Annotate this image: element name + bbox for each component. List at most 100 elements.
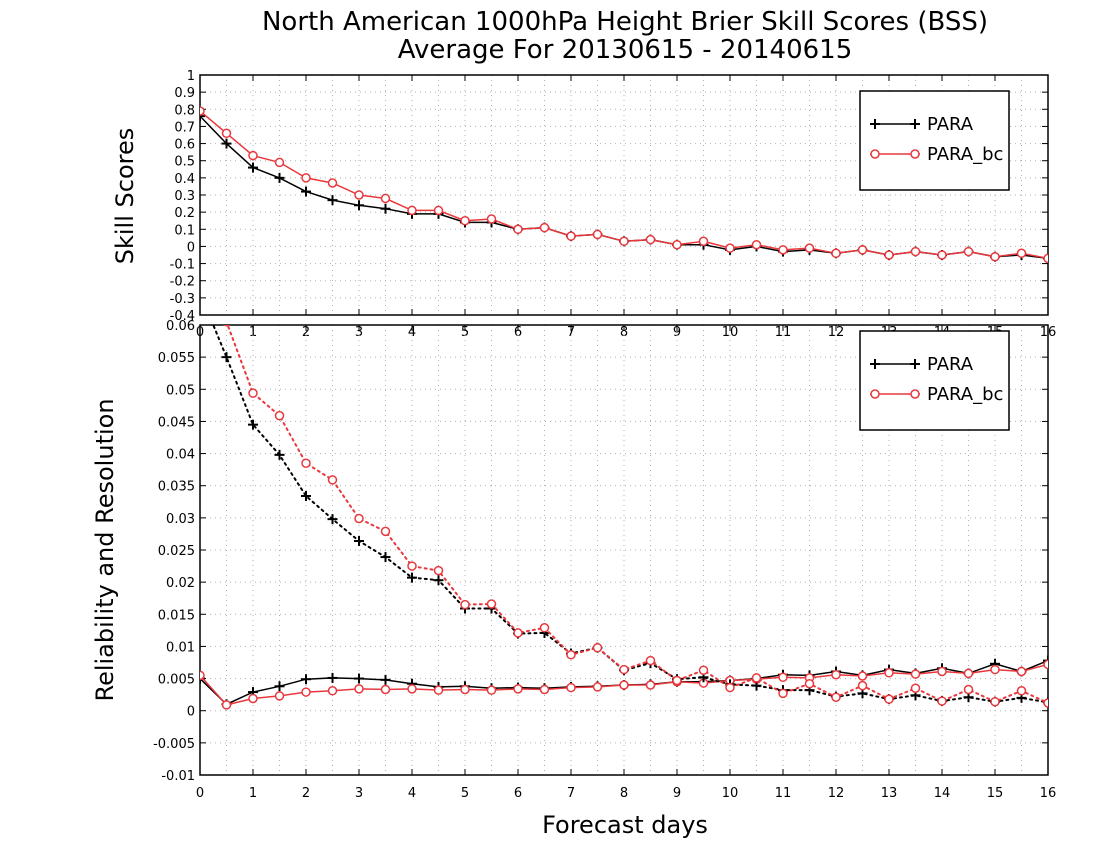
skill-ytick-label: 0 [187, 240, 195, 255]
skill-para-point [221, 138, 232, 149]
legend-marker-para-bc [910, 389, 920, 399]
skill-xtick-label: 6 [514, 325, 522, 340]
relres-ytick-label: 0.01 [166, 640, 195, 655]
skill-score-panel: -0.4 -0.3 -0.2 -0.1 0 0.1 0.2 0.3 0.4 0.5 0.6 0.7 0.… [170, 69, 1057, 340]
relres-legend-box [859, 330, 1010, 431]
skill-para-bc-point [1016, 248, 1027, 259]
legend-label-para: PARA [927, 354, 974, 375]
skill-para-bc-point [910, 246, 921, 257]
skill-para-bc-point [884, 250, 894, 260]
skill-para-bc-point [274, 157, 285, 168]
relres-para-reliability-line [212, 325, 1048, 704]
relres-para-bc-resolution-point [354, 684, 364, 694]
skill-ytick-label: 0.3 [174, 189, 195, 204]
skill-para-bc-point [248, 150, 258, 161]
skill-para-point [248, 162, 258, 173]
relres-para-bc-reliability-point [407, 561, 417, 571]
chart-title-line2: Average For 20130615 - 20140615 [398, 35, 853, 65]
relres-para-resolution-point [1043, 655, 1048, 666]
skill-xtick-label: 4 [408, 325, 416, 340]
legend-entry-para-bc: PARA_bc [870, 144, 1003, 165]
relres-para-bc-reliability-point [884, 694, 894, 704]
skill-xtick-label: 3 [355, 325, 363, 340]
relres-para-bc-reliability-point [778, 688, 788, 699]
skill-ytick-label: 0.2 [174, 206, 195, 221]
skill-para-point [274, 172, 285, 183]
relres-para-bc-reliability-point [460, 599, 470, 610]
relres-para-reliability-point [380, 552, 391, 563]
relres-para-bc-reliability-point [698, 665, 709, 675]
skill-para-bc-point [380, 193, 391, 204]
relres-para-bc-reliability-point [937, 696, 947, 706]
relres-ytick-label: 0.005 [158, 673, 195, 688]
relres-para-bc-reliability-point [566, 650, 576, 660]
relres-para-bc-reliability-point [486, 599, 497, 609]
relres-para-bc-resolution-point [433, 685, 444, 695]
relres-para-bc-reliability-point [327, 475, 338, 485]
skill-para-bc-point [963, 246, 974, 257]
relres-xtick-label: 14 [934, 786, 951, 801]
skill-para-bc-point [592, 229, 603, 240]
relres-xtick-label: 2 [302, 786, 310, 801]
relres-ytick-label: 0.02 [166, 576, 195, 591]
relres-xtick-label: 15 [987, 786, 1004, 801]
relres-para-bc-reliability-point [248, 388, 258, 398]
skill-para-bc-point [1043, 253, 1048, 264]
relres-para-reliability-point [274, 449, 285, 460]
reliability-resolution-axis-label: Reliability and Resolution [91, 398, 119, 701]
relres-ytick-label: -0.01 [161, 769, 195, 784]
relres-para-bc-resolution-point [513, 684, 523, 694]
legend-marker-para-bc [910, 149, 920, 159]
relres-para-bc-resolution-point [539, 684, 550, 695]
skill-ytick-label: -0.4 [170, 309, 195, 324]
relres-para-bc-resolution-point [460, 684, 470, 695]
relres-para-reliability-point [433, 575, 444, 586]
skill-para-point [354, 200, 364, 211]
relres-para-bc-resolution-point [221, 700, 232, 710]
relres-para-bc-resolution-point [380, 684, 391, 695]
relres-para-bc-reliability-point [804, 678, 815, 689]
skill-para-bc-point [645, 234, 656, 245]
relres-series-group [200, 325, 1048, 710]
relres-xtick-label: 0 [196, 786, 204, 801]
skill-ytick-label: 0.1 [174, 223, 195, 238]
relres-para-bc-resolution-point [910, 669, 921, 679]
skill-para-bc-point [221, 128, 232, 139]
relres-xtick-label: 7 [567, 786, 575, 801]
relres-ytick-label: 0 [187, 705, 195, 720]
relres-ytick-label: 0.04 [166, 448, 195, 463]
skill-para-point [200, 111, 205, 122]
relres-para-reliability-point [354, 536, 364, 546]
skill-para-bc-point [354, 190, 364, 200]
skill-para-bc-point [725, 243, 735, 253]
skill-para-bc-point [407, 205, 417, 216]
skill-para-bc-point [857, 245, 868, 255]
relres-para-resolution-point [354, 673, 364, 684]
relres-xtick-label: 8 [620, 786, 628, 801]
relres-para-bc-reliability-point [539, 623, 550, 633]
relres-para-bc-resolution-point [200, 670, 205, 681]
skill-ytick-label: -0.3 [170, 292, 195, 307]
legend-entry-para: PARA [870, 114, 974, 135]
skill-legend: PARA PARA_bc [859, 90, 1010, 191]
relres-para-bc-resolution-point [963, 668, 974, 679]
relres-para-bc-resolution-point [486, 685, 497, 695]
relres-para-reliability-point [248, 419, 258, 430]
relres-para-bc-reliability-line [226, 325, 1048, 704]
relres-xtick-label: 3 [355, 786, 363, 801]
relres-xtick-label: 4 [408, 786, 416, 801]
skill-xtick-label: 10 [722, 325, 739, 340]
relres-para-reliability-point [301, 491, 311, 501]
skill-ytick-label: 0.8 [174, 103, 195, 118]
skill-para-bc-point [301, 173, 311, 183]
relres-para-bc-resolution-point [937, 666, 947, 677]
chart-title-line1: North American 1000hPa Height Brier Skil… [262, 7, 988, 37]
relres-para-bc-reliability-point [592, 642, 603, 653]
relres-para-bc-reliability-point [857, 680, 868, 691]
relres-para-resolution-point [327, 672, 338, 683]
relres-para-bc-reliability-point [645, 655, 656, 666]
relres-para-bc-reliability-point [910, 683, 921, 693]
relres-xtick-label: 13 [881, 786, 898, 801]
legend-label-para-bc: PARA_bc [927, 144, 1003, 165]
relres-para-bc-resolution-point [301, 687, 311, 697]
